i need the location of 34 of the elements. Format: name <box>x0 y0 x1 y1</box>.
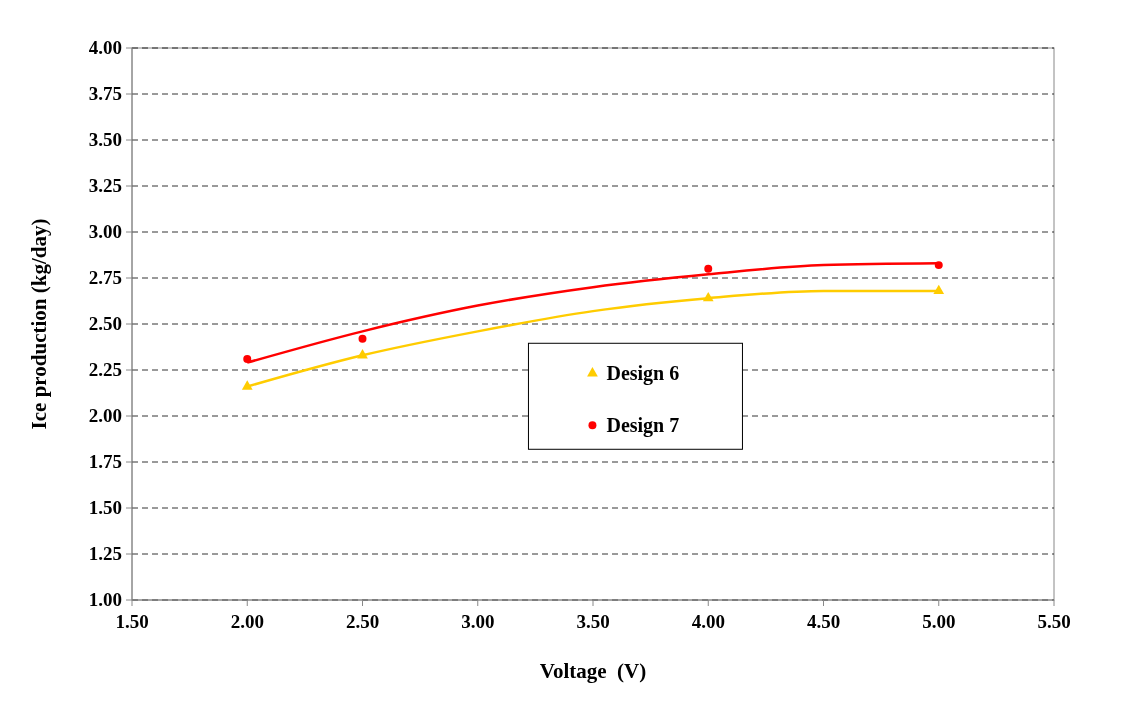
point <box>241 380 253 390</box>
y-tick-label: 3.50 <box>88 129 122 150</box>
y-tick-label: 4.00 <box>88 37 122 58</box>
point <box>934 261 943 270</box>
y-tick-label: 3.25 <box>88 175 122 196</box>
y-tick-label: 1.00 <box>88 589 122 610</box>
y-tick-label: 2.25 <box>88 359 122 380</box>
x-tick-label: 4.00 <box>691 611 725 632</box>
legend-label: Design 7 <box>606 414 680 438</box>
point <box>702 292 714 302</box>
x-tick-label: 5.50 <box>1037 611 1071 632</box>
point <box>357 349 368 359</box>
x-axis-title: Voltage (V) <box>539 659 647 683</box>
point <box>933 284 945 294</box>
y-tick-label: 2.50 <box>88 313 122 334</box>
point <box>243 354 252 363</box>
x-tick-label: 3.00 <box>461 611 495 632</box>
point <box>704 264 713 273</box>
y-axis-title: Ice production (kg/day) <box>27 218 51 430</box>
y-tick-label: 1.75 <box>88 451 122 472</box>
y-tick-label: 3.00 <box>88 221 122 242</box>
x-tick-label: 2.50 <box>345 611 380 632</box>
y-tick-label: 2.75 <box>88 267 122 288</box>
y-tick-label: 1.50 <box>88 497 122 518</box>
x-tick-label: 3.50 <box>576 611 610 632</box>
legend-label: Design 6 <box>606 362 680 386</box>
point <box>358 334 367 343</box>
x-tick-label: 5.00 <box>922 611 956 632</box>
y-tick-label: 1.25 <box>88 543 122 564</box>
y-tick-label: 3.75 <box>88 83 122 104</box>
x-tick-label: 1.50 <box>115 611 149 632</box>
y-tick-label: 2.00 <box>88 405 122 426</box>
x-tick-label: 2.00 <box>230 611 264 632</box>
x-tick-label: 4.50 <box>806 611 841 632</box>
